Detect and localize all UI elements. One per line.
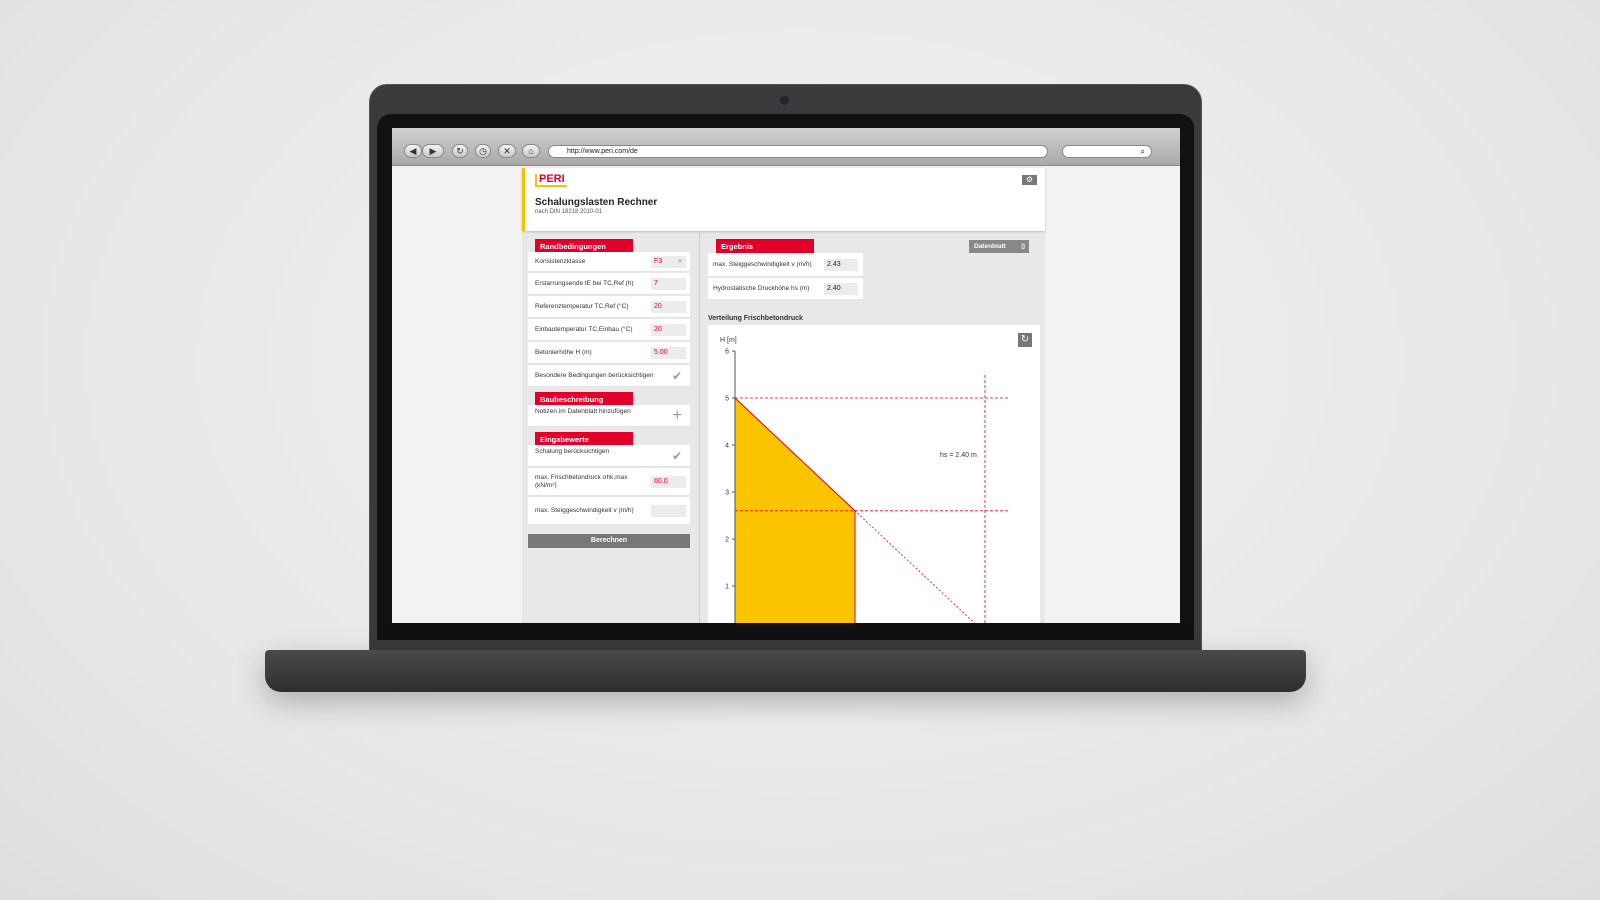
y-tick-label: 6 <box>725 349 729 356</box>
field-label: Hydrostatische Druckhöhe hs (m) <box>713 284 810 292</box>
field-label: Notizen im Datenblatt hinzufügen <box>535 408 631 416</box>
y-tick-label: 5 <box>725 396 729 403</box>
field-label: Konsistenzklasse <box>535 257 586 265</box>
konsistenzklasse-row: Konsistenzklasse F3 ▼ <box>528 252 690 272</box>
einbautemperatur-row: Einbautemperatur TC,Einbau (°C) 20 <box>528 319 690 341</box>
peri-logo: PERI <box>535 174 567 187</box>
page-subtitle: nach DIN 18218:2010-01 <box>535 209 603 215</box>
frischbetondruck-row: max. Frischbetondruck σhk,max (kN/m²) 60.… <box>528 468 690 496</box>
result-panel: Ergebnis max. Steiggeschwindigkeit v (m/… <box>702 233 1045 623</box>
field-label: Referenztemperatur TC,Ref (°C) <box>535 302 629 310</box>
section-ergebnis: Ergebnis <box>716 239 814 254</box>
erstarrungsende-input[interactable]: 7 <box>651 277 686 290</box>
schalung-row[interactable]: Schalung berücksichtigen ✔ <box>528 445 690 467</box>
referenztemperatur-row: Referenztemperatur TC,Ref (°C) 20 <box>528 296 690 318</box>
plus-icon[interactable]: + <box>672 406 682 424</box>
input-panel: Randbedingungen Konsistenzklasse F3 ▼ Erst… <box>522 233 700 623</box>
section-baubeschreibung: Baubeschreibung <box>535 392 633 407</box>
checkmark-icon[interactable]: ✔ <box>671 368 682 383</box>
browser-toolbar: ◀ ▶ ↻ ◷ ✕ ⌂ http://www.peri.com/de ⌕ <box>392 128 1180 166</box>
webcam <box>780 96 789 105</box>
steiggeschwindigkeit-input[interactable] <box>651 504 686 517</box>
search-input[interactable]: ⌕ <box>1062 145 1152 158</box>
home-button[interactable]: ⌂ <box>522 144 540 158</box>
field-label: max. Frischbetondruck σhk,max (kN/m²) <box>535 473 628 489</box>
forward-button[interactable]: ▶ <box>422 144 444 158</box>
chart-container: 1 2 3 4 5 6 H [m] hs = 2.40 m ↻ <box>708 325 1040 623</box>
hs-annotation: hs = 2.40 m <box>940 452 977 459</box>
button-label: Datenblatt <box>974 243 1006 250</box>
screen: ◀ ▶ ↻ ◷ ✕ ⌂ http://www.peri.com/de ⌕ PER… <box>392 128 1180 623</box>
konsistenzklasse-select[interactable]: F3 ▼ <box>651 255 686 268</box>
settings-button[interactable]: ⚙ <box>1022 175 1037 185</box>
berechnen-button[interactable]: Berechnen <box>528 534 690 548</box>
besondere-bedingungen-row[interactable]: Besondere Bedingungen berücksichtigen ✔ <box>528 365 690 387</box>
referenztemperatur-input[interactable]: 20 <box>651 300 686 313</box>
section-randbedingungen: Randbedingungen <box>535 239 633 254</box>
section-eingabewerte: Eingabewerte <box>535 432 633 447</box>
stop-button[interactable]: ✕ <box>498 144 516 158</box>
app-page: PERI Schalungslasten Rechner nach DIN 18… <box>522 168 1045 623</box>
checkmark-icon[interactable]: ✔ <box>671 448 682 463</box>
result-row: max. Steiggeschwindigkeit v (m/h) 2.43 <box>708 253 863 277</box>
laptop-base <box>265 650 1306 692</box>
result-value: 2.43 <box>824 258 858 271</box>
erstarrungsende-row: Erstarrungsende tE bei TC,Ref (h) 7 <box>528 273 690 295</box>
history-icon[interactable]: ◷ <box>475 144 491 158</box>
datenblatt-button[interactable]: Datenblatt ▯ <box>969 240 1029 253</box>
search-icon: ⌕ <box>1140 147 1145 156</box>
reload-button[interactable]: ↻ <box>452 144 468 158</box>
refresh-button[interactable]: ↻ <box>1018 333 1032 347</box>
app-header: PERI Schalungslasten Rechner nach DIN 18… <box>522 168 1045 231</box>
pressure-chart: 1 2 3 4 5 6 H [m] hs = 2.40 m <box>720 337 1008 623</box>
gear-icon: ⚙ <box>1025 175 1034 184</box>
back-button[interactable]: ◀ <box>404 144 422 158</box>
y-tick-label: 3 <box>725 490 729 497</box>
field-label: Besondere Bedingungen berücksichtigen <box>535 371 654 379</box>
betonierhoehe-input[interactable]: 5.00 <box>651 346 686 359</box>
field-label: Einbautemperatur TC,Einbau (°C) <box>535 325 633 333</box>
notizen-row[interactable]: Notizen im Datenblatt hinzufügen + <box>528 405 690 427</box>
hydrostatic-line <box>734 397 975 623</box>
field-label: max. Steiggeschwindigkeit v (m/h) <box>713 260 812 268</box>
betonierhoehe-row: Betonierhöhe H (m) 5.00 <box>528 342 690 364</box>
field-label: Schalung berücksichtigen <box>535 448 610 456</box>
select-value: F3 <box>654 257 663 265</box>
field-label: max. Steiggeschwindigkeit v (m/h) <box>535 506 634 514</box>
chart-title: Verteilung Frischbetondruck <box>708 315 803 322</box>
page-title: Schalungslasten Rechner <box>535 197 658 208</box>
refresh-icon: ↻ <box>1020 334 1030 345</box>
result-value: 2.40 <box>824 282 858 295</box>
y-tick-label: 1 <box>725 584 729 591</box>
steiggeschwindigkeit-row: max. Steiggeschwindigkeit v (m/h) <box>528 497 690 525</box>
y-axis-label: H [m] <box>720 337 737 344</box>
y-tick-label: 2 <box>725 537 729 544</box>
address-bar[interactable]: http://www.peri.com/de <box>548 145 1048 158</box>
frischbetondruck-input[interactable]: 60.0 <box>651 475 686 488</box>
document-icon: ▯ <box>1021 243 1025 250</box>
result-row: Hydrostatische Druckhöhe hs (m) 2.40 <box>708 278 863 300</box>
chevron-down-icon: ▼ <box>677 258 683 265</box>
field-label: Erstarrungsende tE bei TC,Ref (h) <box>535 279 634 287</box>
field-label: Betonierhöhe H (m) <box>535 348 592 356</box>
y-tick-label: 4 <box>725 443 729 450</box>
einbautemperatur-input[interactable]: 20 <box>651 323 686 336</box>
